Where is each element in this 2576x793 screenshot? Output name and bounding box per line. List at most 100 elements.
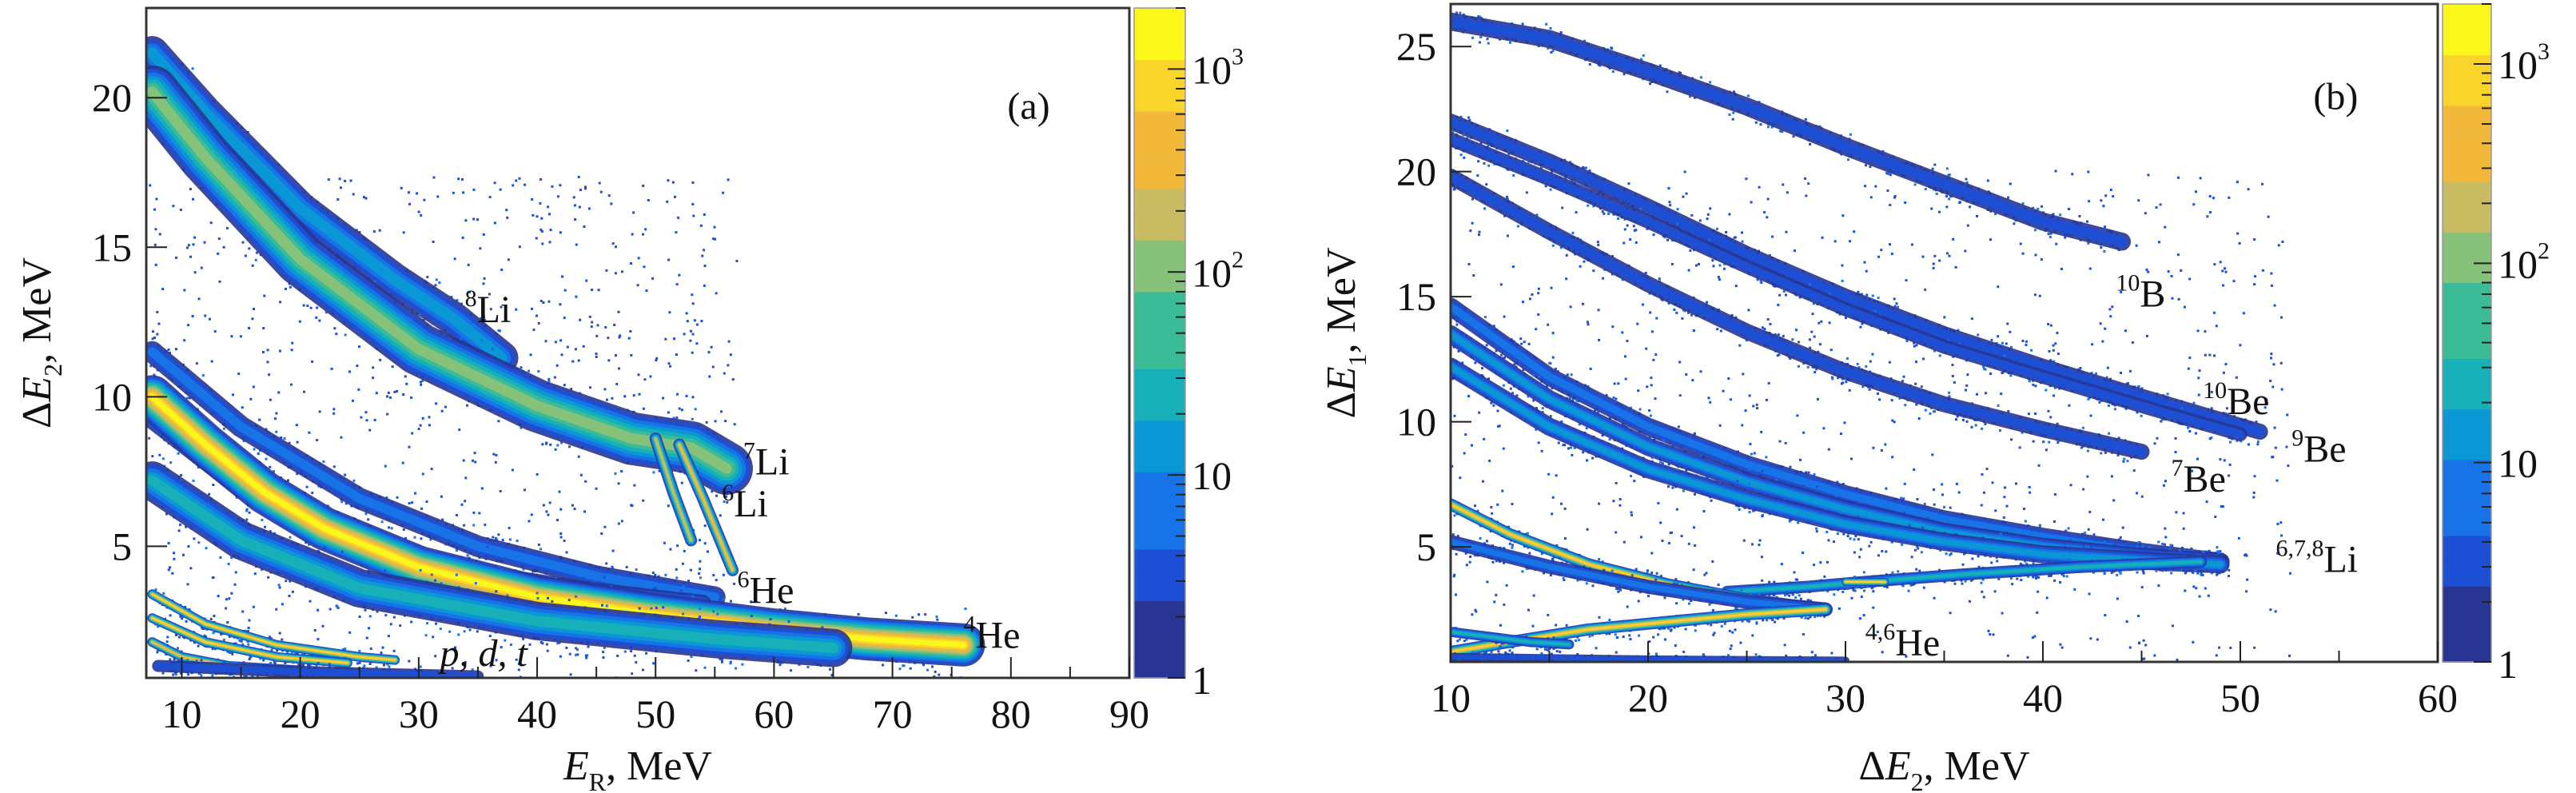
background-count [722, 191, 725, 194]
background-count [484, 524, 487, 527]
background-count [614, 245, 617, 249]
background-count [226, 621, 229, 624]
count-point [911, 616, 914, 619]
count-point [429, 538, 432, 541]
background-count [241, 406, 244, 409]
count-point [528, 369, 531, 373]
background-count [263, 525, 266, 528]
background-count [230, 592, 233, 595]
background-count [166, 636, 169, 639]
background-count [426, 276, 429, 279]
background-count [432, 176, 436, 179]
count-point [667, 411, 670, 414]
background-count [729, 353, 732, 357]
background-count [548, 213, 551, 216]
background-count [316, 306, 319, 309]
background-count [425, 500, 428, 504]
count-point [197, 541, 201, 544]
background-count [547, 513, 550, 516]
count-point [402, 528, 405, 531]
background-count [471, 459, 474, 462]
background-count [574, 218, 577, 221]
count-point [390, 527, 393, 530]
count-point [537, 543, 540, 546]
background-count [317, 638, 320, 641]
background-count [588, 315, 591, 318]
count-point [384, 289, 388, 293]
background-count [372, 377, 375, 380]
background-count [675, 568, 678, 571]
background-count [278, 349, 281, 353]
background-count [204, 314, 207, 317]
background-count [625, 565, 628, 568]
background-count [408, 660, 411, 663]
count-point [926, 668, 930, 671]
count-point [909, 667, 912, 670]
background-count [452, 191, 455, 194]
background-count [542, 301, 545, 304]
background-count [571, 504, 575, 507]
count-point [783, 608, 786, 610]
background-count [515, 179, 518, 182]
background-count [402, 393, 405, 396]
count-point [672, 416, 675, 420]
background-count [217, 595, 220, 598]
count-point [333, 493, 336, 496]
background-count [617, 522, 620, 525]
background-count [539, 201, 542, 205]
background-count [642, 499, 645, 502]
background-count [539, 177, 543, 181]
background-count [362, 196, 365, 199]
background-count [488, 196, 492, 199]
count-point [898, 667, 902, 671]
background-count [157, 322, 161, 325]
background-count [352, 193, 355, 196]
background-count [604, 325, 607, 329]
background-count [708, 375, 711, 378]
background-count [488, 293, 491, 296]
background-count [644, 228, 647, 231]
count-point [549, 443, 552, 446]
background-count [499, 188, 502, 191]
background-count [165, 512, 168, 516]
background-count [213, 330, 217, 333]
count-point [324, 311, 328, 314]
background-count [311, 360, 314, 363]
background-count [266, 349, 269, 352]
count-point [332, 465, 336, 468]
background-count [666, 200, 669, 203]
count-point [265, 457, 268, 460]
background-count [309, 600, 312, 603]
count-point [388, 526, 391, 529]
count-point [344, 333, 347, 337]
background-count [555, 364, 559, 367]
background-count [348, 370, 351, 373]
background-count [158, 453, 161, 456]
count-point [480, 339, 484, 342]
background-count [155, 197, 158, 201]
background-count [645, 289, 648, 293]
background-count [186, 324, 189, 327]
background-count [617, 310, 620, 313]
background-count [578, 205, 581, 209]
background-count [284, 287, 287, 290]
background-count [541, 642, 544, 645]
background-count [400, 186, 403, 189]
background-count [691, 181, 695, 185]
background-count [156, 333, 159, 336]
background-count [211, 576, 214, 579]
background-count [479, 247, 482, 250]
background-count [536, 472, 539, 476]
background-count [379, 358, 382, 361]
background-count [375, 392, 378, 395]
count-point [680, 589, 683, 592]
background-count [407, 191, 410, 194]
background-count [532, 329, 536, 332]
background-count [372, 366, 375, 369]
count-point [522, 568, 525, 571]
background-count [434, 655, 437, 658]
background-count [392, 616, 396, 619]
background-count [633, 484, 636, 487]
background-count [167, 568, 170, 572]
count-point [568, 575, 571, 578]
